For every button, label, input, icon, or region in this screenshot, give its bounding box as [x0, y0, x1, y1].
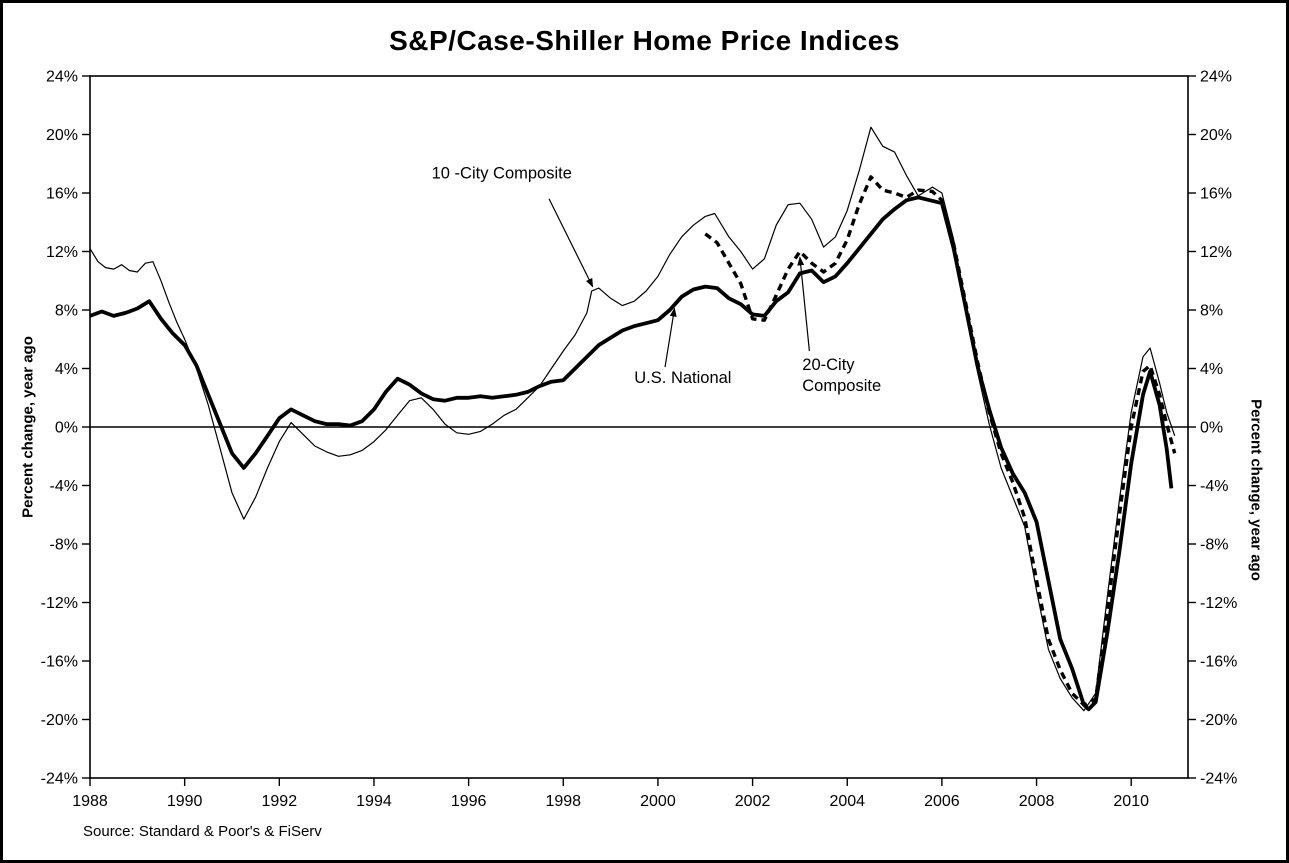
x-tick-label: 1996 [451, 793, 487, 810]
y-tick-label-right: -12% [1200, 595, 1237, 612]
y-tick-label-left: 20% [46, 127, 78, 144]
x-tick-label: 2008 [1019, 793, 1055, 810]
x-tick-label: 2000 [640, 793, 676, 810]
annotation-arrow [664, 307, 677, 368]
y-tick-label-left: 16% [46, 186, 78, 203]
series-line-20-city-composite [704, 175, 1177, 707]
annotation-arrow [797, 256, 810, 352]
source-note: Source: Standard & Poor's & FiServ [83, 823, 322, 840]
x-tick-label: 2004 [829, 793, 865, 810]
y-tick-label-left: -16% [41, 654, 78, 671]
series-line-10-city-composite [89, 126, 1176, 712]
y-tick-label-left: 4% [55, 361, 78, 378]
y-tick-label-right: 12% [1200, 244, 1232, 261]
y-tick-label-left: -20% [41, 712, 78, 729]
x-tick-label: 1994 [356, 793, 392, 810]
y-tick-label-right: 16% [1200, 186, 1232, 203]
x-tick-label: 1990 [167, 793, 203, 810]
x-tick-label: 1998 [545, 793, 581, 810]
y-tick-label-right: 8% [1200, 303, 1223, 320]
annotation-arrow [548, 198, 594, 288]
x-tick-label: 1992 [262, 793, 298, 810]
y-tick-label-right: -4% [1200, 478, 1228, 495]
x-tick-label: 2002 [735, 793, 771, 810]
chart-title: S&P/Case-Shiller Home Price Indices [389, 25, 900, 56]
y-tick-label-right: -24% [1200, 771, 1237, 788]
y-tick-label-left: 8% [55, 303, 78, 320]
y-tick-label-left: -24% [41, 771, 78, 788]
x-tick-label: 2010 [1113, 793, 1149, 810]
y-tick-label-right: -8% [1200, 537, 1228, 554]
y-tick-label-left: 12% [46, 244, 78, 261]
y-tick-label-right: 20% [1200, 127, 1232, 144]
plot-area: 24% 24% 20% 20% 16% 16% 12% 12% 8% 8% 4% 4% 0% 0% -4% -… [41, 69, 1238, 811]
y-tick-label-right: 4% [1200, 361, 1223, 378]
y-tick-label-left: -8% [50, 537, 78, 554]
series-annotation-label: 20-City Composite [802, 356, 881, 395]
series-annotation-label: U.S. National [634, 369, 731, 387]
y-tick-label-left: -4% [50, 478, 78, 495]
y-tick-label-right: -16% [1200, 654, 1237, 671]
y-tick-label-left: -12% [41, 595, 78, 612]
y-tick-label-right: 24% [1200, 69, 1232, 86]
x-tick-label: 2006 [924, 793, 960, 810]
y-tick-label-left: 24% [46, 69, 78, 86]
x-tick-label: 1988 [72, 793, 108, 810]
series-line-u-s-national [89, 195, 1174, 712]
series-annotation-label: 10 -City Composite [432, 164, 572, 182]
y-tick-label-left: 0% [55, 420, 78, 437]
y-tick-label-right: -20% [1200, 712, 1237, 729]
y-tick-label-right: 0% [1200, 420, 1223, 437]
